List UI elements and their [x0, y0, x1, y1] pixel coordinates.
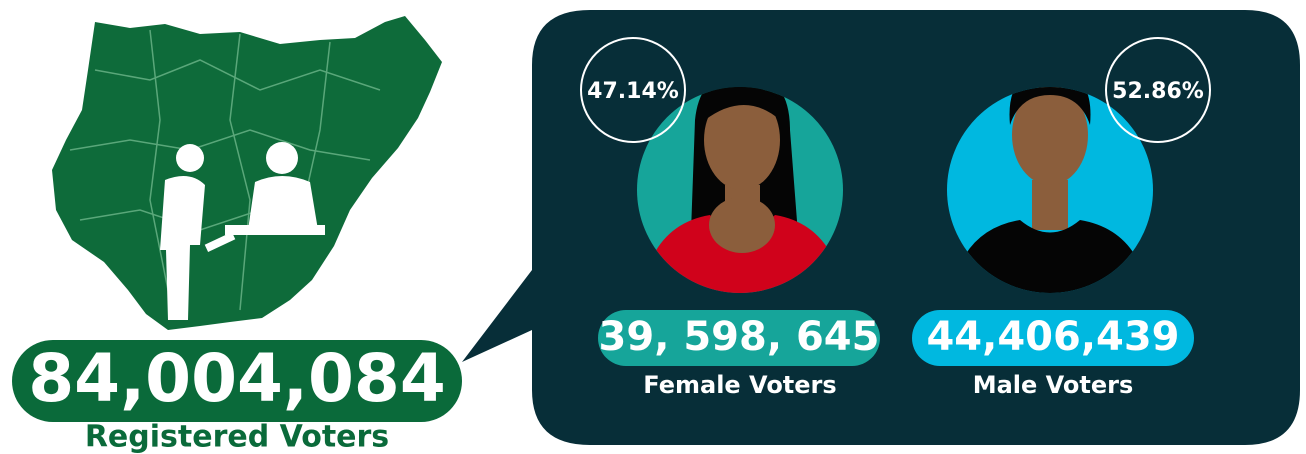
female-percent-ring: [580, 37, 686, 143]
male-label: Male Voters: [973, 371, 1134, 399]
male-pill: [912, 310, 1194, 366]
total-pill: [12, 340, 462, 422]
male-percent-ring: [1105, 37, 1211, 143]
female-label: Female Voters: [643, 371, 836, 399]
female-count: 39, 598, 645: [599, 314, 880, 360]
total-label: Registered Voters: [85, 420, 389, 454]
male-count: 44,406,439: [926, 314, 1179, 360]
female-figure: [640, 87, 843, 293]
speech-bubble: [462, 10, 1300, 445]
male-figure: [950, 87, 1150, 293]
female-pill: [598, 310, 880, 366]
map-shape: [52, 16, 442, 330]
total-value: 84,004,084: [28, 340, 446, 417]
female-percent: 47.14%: [587, 79, 679, 104]
male-percent: 52.86%: [1112, 79, 1204, 104]
voter-icon: [160, 142, 325, 320]
map: [52, 16, 442, 330]
